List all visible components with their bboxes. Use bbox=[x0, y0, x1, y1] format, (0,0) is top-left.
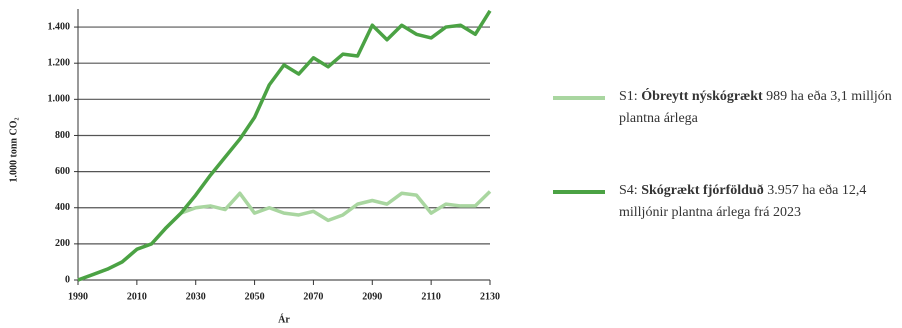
legend-bold: Óbreytt nýskógrækt bbox=[641, 89, 763, 104]
x-tick-label: 2010 bbox=[127, 291, 147, 302]
x-tick-label: 2130 bbox=[480, 291, 500, 302]
x-tick-label: 2110 bbox=[421, 291, 440, 302]
legend-name: S4: bbox=[619, 183, 638, 198]
legend-rest: 989 ha eða 3,1 milljón plantna árlega bbox=[619, 89, 892, 126]
legend-name: S1: bbox=[619, 89, 638, 104]
legend-rest: 3.957 ha eða 12,4 milljónir plantna árle… bbox=[619, 183, 867, 220]
x-tick-label: 1990 bbox=[68, 291, 88, 302]
y-tick-label: 600 bbox=[55, 166, 70, 177]
legend-swatch bbox=[553, 190, 605, 194]
legend-item: S4: Skógrækt fjórfölduð 3.957 ha eða 12,… bbox=[553, 180, 893, 224]
x-tick-label: 2050 bbox=[245, 291, 265, 302]
legend-text: S1: Óbreytt nýskógrækt 989 ha eða 3,1 mi… bbox=[619, 86, 893, 130]
series-line bbox=[77, 190, 492, 282]
y-tick-label: 400 bbox=[55, 202, 70, 213]
y-tick-label: 1.400 bbox=[48, 21, 71, 32]
x-tick-label: 2090 bbox=[362, 291, 382, 302]
y-tick-label: 1.200 bbox=[48, 57, 71, 68]
y-axis-label: 1.000 tonn CO₂ bbox=[8, 118, 19, 183]
x-axis-label: Ár bbox=[278, 313, 290, 325]
y-tick-label: 0 bbox=[65, 274, 70, 285]
x-tick-label: 2030 bbox=[186, 291, 206, 302]
legend-swatch bbox=[553, 96, 605, 100]
y-tick-label: 1.000 bbox=[48, 94, 71, 105]
y-tick-label: 200 bbox=[55, 238, 70, 249]
series-line bbox=[77, 9, 492, 282]
x-tick-label: 2070 bbox=[303, 291, 323, 302]
legend-text: S4: Skógrækt fjórfölduð 3.957 ha eða 12,… bbox=[619, 180, 893, 224]
legend-bold: Skógrækt fjórfölduð bbox=[641, 183, 764, 198]
y-tick-label: 800 bbox=[55, 130, 70, 141]
legend-item: S1: Óbreytt nýskógrækt 989 ha eða 3,1 mi… bbox=[553, 86, 893, 130]
